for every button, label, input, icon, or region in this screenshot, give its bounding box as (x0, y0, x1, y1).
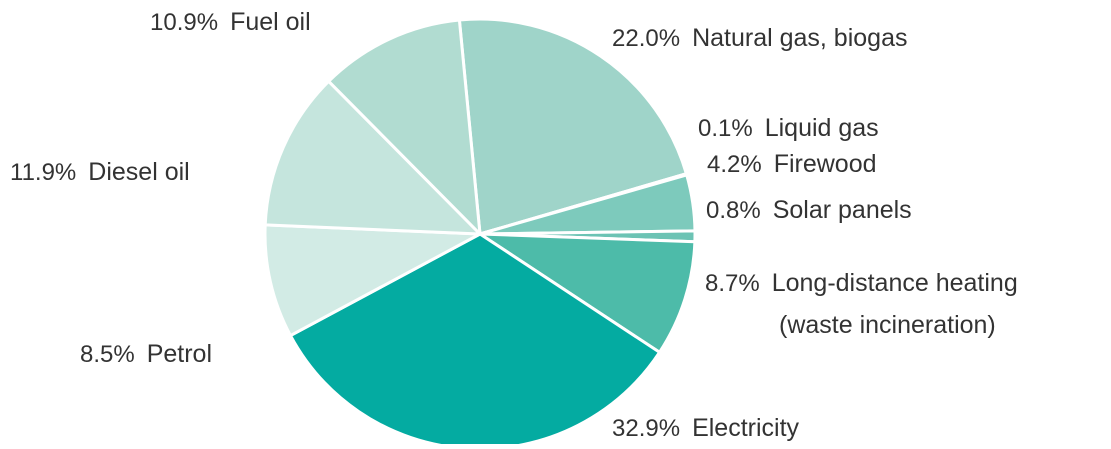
pie-slice-long-distance-heating (478, 232, 697, 354)
slice-value-label: 0.1% (698, 115, 753, 142)
slice-label-fuel-oil: 10.9% Fuel oil (150, 8, 311, 36)
slice-value-label: 22.0% (612, 25, 680, 52)
slice-label-natural-gas-biogas: 22.0% Natural gas, biogas (612, 24, 907, 52)
slice-label-firewood: 4.2% Firewood (707, 150, 877, 178)
slice-category-label: Diesel oil (88, 158, 189, 186)
slice-category-label: Petrol (147, 340, 212, 368)
slice-category-label: Electricity (692, 414, 799, 442)
slice-label-long-distance-heating: 8.7% Long-distance heating (705, 269, 1018, 297)
slice-value-label: 8.5% (80, 341, 135, 368)
slice-label-electricity: 32.9% Electricity (612, 414, 800, 442)
pie-slice-natural-gas-biogas (457, 17, 688, 236)
slice-label-diesel-oil: 11.9% Diesel oil (10, 158, 190, 186)
slice-value-label: 4.2% (707, 151, 762, 178)
slice-value-label: 0.8% (706, 197, 761, 224)
slice-category-label: Fuel oil (230, 8, 311, 36)
slice-label-liquid-gas: 0.1% Liquid gas (698, 114, 879, 142)
slice-label-solar-panels: 0.8% Solar panels (706, 196, 912, 224)
slice-value-label: 32.9% (612, 415, 680, 442)
slice-category-label: Natural gas, biogas (692, 24, 907, 52)
slice-category-label-line-2: (waste incineration) (779, 311, 996, 339)
slice-category-label: Long-distance heating (772, 269, 1018, 297)
slice-category-label: Firewood (774, 150, 877, 178)
slice-category-label: Solar panels (773, 196, 912, 224)
pie-slice-diesel-oil (263, 79, 482, 236)
slice-value-label: 10.9% (150, 9, 218, 36)
slice-label-petrol: 8.5% Petrol (80, 340, 212, 368)
slices-layer (263, 17, 697, 449)
slice-value-label: 11.9% (10, 159, 76, 186)
pie-slice-petrol (263, 223, 482, 338)
slice-value-label: 8.7% (705, 270, 760, 297)
pie-slice-fuel-oil (327, 18, 482, 236)
slice-category-label: Liquid gas (765, 114, 879, 142)
